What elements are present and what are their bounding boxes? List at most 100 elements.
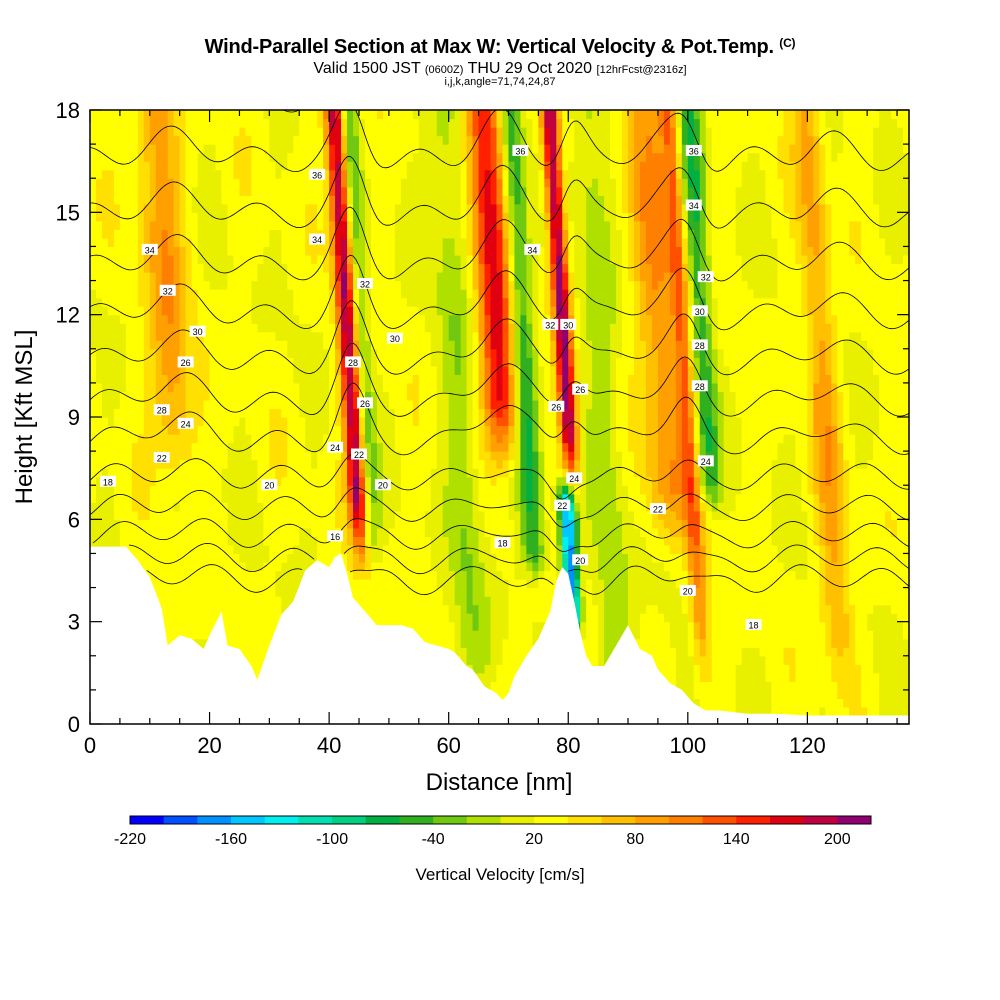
heat-cell xyxy=(185,161,193,171)
heat-cell xyxy=(131,493,139,503)
heat-cell xyxy=(299,536,306,546)
heat-cell xyxy=(257,263,264,273)
heat-cell xyxy=(490,587,498,597)
heat-cell xyxy=(478,229,486,239)
heat-cell xyxy=(233,212,241,222)
heat-cell xyxy=(347,502,354,512)
heat-cell xyxy=(347,434,354,444)
heat-cell xyxy=(287,365,294,375)
heat-cell xyxy=(107,280,115,290)
heat-cell xyxy=(95,297,103,307)
heat-cell xyxy=(442,604,450,614)
heat-cell xyxy=(424,596,432,606)
heat-cell xyxy=(137,306,145,316)
heat-cell xyxy=(496,630,504,640)
heat-cell xyxy=(101,382,109,393)
heat-cell xyxy=(293,536,300,546)
heat-cell xyxy=(382,502,390,512)
heat-cell xyxy=(251,485,258,495)
heat-cell xyxy=(173,246,181,256)
heat-cell xyxy=(364,289,372,299)
heat-cell xyxy=(406,399,414,410)
heat-cell xyxy=(287,110,294,120)
heat-cell xyxy=(191,459,199,469)
heat-cell xyxy=(341,382,348,393)
heat-cell xyxy=(460,118,468,128)
heat-cell xyxy=(197,510,205,520)
heat-cell xyxy=(353,161,360,171)
heat-cell xyxy=(305,178,312,188)
heat-cell xyxy=(335,152,342,162)
heat-cell xyxy=(215,297,223,307)
heat-cell xyxy=(227,527,235,537)
heat-cell xyxy=(269,229,276,239)
heat-cell xyxy=(275,246,282,256)
heat-cell xyxy=(209,161,217,171)
heat-cell xyxy=(113,365,121,375)
heat-cell xyxy=(95,459,103,469)
heat-cell xyxy=(329,237,336,248)
heat-cell xyxy=(460,579,468,589)
heat-cell xyxy=(281,289,288,299)
heat-cell xyxy=(436,425,444,435)
heat-cell xyxy=(323,485,330,495)
heat-cell xyxy=(394,382,402,393)
heat-cell xyxy=(436,579,444,589)
heat-cell xyxy=(131,331,139,341)
heat-cell xyxy=(305,434,312,444)
heat-cell xyxy=(287,493,294,503)
heat-cell xyxy=(359,570,366,580)
heat-cell xyxy=(305,254,312,265)
heat-cell xyxy=(341,468,348,478)
heat-cell xyxy=(203,340,211,350)
heat-cell xyxy=(376,570,384,580)
heat-cell xyxy=(281,118,288,128)
heat-cell xyxy=(329,186,336,196)
heat-cell xyxy=(400,604,408,614)
heat-cell xyxy=(382,613,390,623)
heat-cell xyxy=(101,314,109,324)
heat-cell xyxy=(460,536,468,546)
heat-cell xyxy=(442,382,450,393)
heat-cell xyxy=(239,135,247,145)
heat-cell xyxy=(478,374,486,384)
heat-cell xyxy=(215,485,223,495)
heat-cell xyxy=(430,220,438,230)
heat-cell xyxy=(490,263,498,273)
heat-cell xyxy=(478,638,486,648)
heat-cell xyxy=(245,263,253,273)
heat-cell xyxy=(454,647,462,657)
heat-cell xyxy=(221,280,229,290)
heat-cell xyxy=(179,118,187,128)
heat-cell xyxy=(412,323,420,333)
heat-cell xyxy=(167,186,175,196)
valid-time-line: Valid 1500 JST (0600Z) THU 29 Oct 2020 [… xyxy=(0,60,1000,78)
heat-cell xyxy=(209,374,217,384)
heat-cell xyxy=(185,519,193,529)
heat-cell xyxy=(149,468,157,478)
heat-cell xyxy=(442,127,450,137)
heat-cell xyxy=(221,399,229,410)
heat-cell xyxy=(257,544,264,555)
heat-cell xyxy=(305,527,312,537)
heat-cell xyxy=(137,127,145,137)
heat-cell xyxy=(418,502,426,512)
heat-cell xyxy=(269,493,276,503)
heat-cell xyxy=(245,391,253,401)
heat-cell xyxy=(311,127,318,137)
heat-cell xyxy=(257,596,264,606)
heat-cell xyxy=(466,237,474,248)
heat-cell xyxy=(430,553,438,563)
heat-cell xyxy=(442,289,450,299)
heat-cell xyxy=(364,425,372,435)
heat-cell xyxy=(341,323,348,333)
heat-cell xyxy=(149,579,157,589)
heat-cell xyxy=(221,510,229,520)
heat-cell xyxy=(370,323,378,333)
heat-cell xyxy=(209,587,217,597)
heat-cell xyxy=(376,527,384,537)
heat-cell xyxy=(388,399,396,410)
heat-cell xyxy=(460,135,468,145)
heat-cell xyxy=(347,340,354,350)
heat-cell xyxy=(299,135,306,145)
